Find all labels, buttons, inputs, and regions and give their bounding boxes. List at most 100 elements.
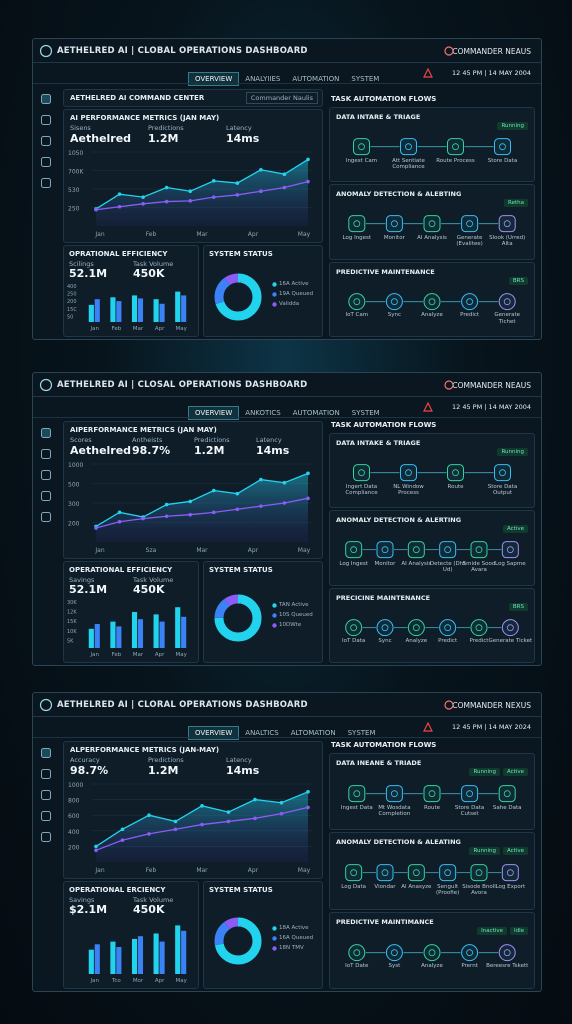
flow-node <box>423 292 441 310</box>
flows-title: TASK AUTOMATION FLOWS <box>331 95 437 103</box>
data-point <box>120 827 125 832</box>
header-divider <box>33 62 541 63</box>
status-badge: Running <box>497 122 528 130</box>
stat-label: Predictions <box>148 756 184 764</box>
flow-node-icon <box>412 869 420 877</box>
dropdown[interactable]: Commander Naulis <box>245 92 318 104</box>
x-axis-label: Apr <box>248 867 259 874</box>
commander-name[interactable]: COMMANDER NEAUS <box>452 381 531 390</box>
y-axis-label: 200 <box>67 299 77 305</box>
nav-tab[interactable]: SYSTEM <box>347 729 376 737</box>
nav-tab[interactable]: AUTOMATION <box>292 409 340 417</box>
header-divider <box>33 716 541 717</box>
nav-tab[interactable]: OVERVIEW <box>188 72 240 86</box>
flow-node-icon <box>475 869 483 877</box>
badges: Running Active <box>466 758 528 777</box>
flow-node-label: Monitor <box>383 234 405 241</box>
flow-card: ANOMALY DETECTION & ALEBTING Retha Log Ing… <box>329 184 535 260</box>
legend-label: 18A Active <box>279 925 309 931</box>
clock: 12 45 PM | 14 MAY 2024 <box>452 723 531 731</box>
data-point <box>188 189 193 194</box>
stat-label: Task Volume <box>133 896 174 904</box>
donut-segment <box>214 917 262 965</box>
nav-tab[interactable]: ANKOTICS <box>245 409 281 417</box>
legend-label: TAN Active <box>279 602 309 608</box>
bar <box>110 297 116 322</box>
commander-name[interactable]: COMMANDER NEAUS <box>452 47 531 56</box>
metrics-card: AIPERFORMANCE METRICS (JAN MAY) Scores Aet… <box>63 421 323 559</box>
x-axis-label: May <box>176 326 188 332</box>
badges: Retha <box>501 189 528 208</box>
flow-node <box>439 618 457 636</box>
legend-dot <box>272 292 277 297</box>
flow-graph <box>345 618 519 636</box>
flow-node-icon <box>444 546 452 554</box>
status-badge: BRS <box>508 276 528 285</box>
flow-graph <box>353 138 511 156</box>
donut <box>214 594 262 642</box>
bar <box>175 607 181 648</box>
line-chart: 1050 700K 530 250 Jan Feb Mar Apr May <box>68 150 312 238</box>
nav-tab[interactable]: ANALTICS <box>245 729 279 737</box>
flow-node <box>407 864 425 882</box>
bar <box>116 301 122 322</box>
commander-name[interactable]: COMMANDER NEXUS <box>452 701 531 710</box>
area <box>96 473 308 542</box>
metrics-card: ALPERFORMANCE METRICS (JAN-MAY) Accuracy 9… <box>63 741 323 879</box>
nav-tab[interactable]: SYSTEM <box>351 75 380 83</box>
flow-node-label: Smide Sood Avara <box>462 560 496 574</box>
data-point <box>200 822 204 827</box>
y-axis-label: 15C <box>67 307 77 313</box>
bar <box>159 621 165 648</box>
flow-node <box>407 618 425 636</box>
data-point <box>94 526 98 530</box>
status-title: SYSTEM STATUS <box>209 250 273 258</box>
y-axis-label: 200 <box>68 521 80 528</box>
flow-node-icon <box>452 143 459 151</box>
data-point <box>306 179 310 184</box>
flow-graph <box>345 864 519 882</box>
flow-node <box>348 292 366 310</box>
efficiency-card: OPRATIONAL EFFICIENCY Scilings 52.1M Task V… <box>63 245 199 337</box>
metrics-title: AI PERFORMANCE METRICS (JAN MAY) <box>70 114 220 122</box>
data-point <box>188 512 193 517</box>
nav-tab[interactable]: AUTOMATION <box>292 75 340 83</box>
stat-label: Latency <box>226 124 252 132</box>
x-axis-label: Tco <box>111 978 121 984</box>
stat-label: Latency <box>256 436 282 444</box>
flow-node <box>498 215 516 233</box>
flow-node-icon <box>428 220 436 228</box>
flow-node <box>501 864 519 882</box>
flow-node <box>376 618 394 636</box>
series-line <box>95 472 309 527</box>
sidebar-icon-shape <box>41 790 51 800</box>
data-point <box>164 185 169 190</box>
sidebar-icon-shape <box>41 491 51 501</box>
flow-node <box>385 943 403 961</box>
nav-tab[interactable]: OVERVIEW <box>188 726 240 740</box>
x-axis-label: Feb <box>112 326 122 332</box>
flow-node <box>447 138 464 156</box>
flow-node-label: Log Ingest <box>342 234 372 241</box>
data-point <box>235 491 240 496</box>
x-axis-label: Jan <box>94 231 104 238</box>
flow-node <box>345 618 363 636</box>
flow-node <box>470 864 488 882</box>
flow-node-label: Route Process <box>436 157 475 164</box>
flow-node-icon <box>499 469 506 477</box>
nav-tab[interactable]: SYSTEM <box>351 409 380 417</box>
nav-divider <box>33 83 541 84</box>
clock: 12 45 PM | 14 MAY 2004 <box>452 69 531 77</box>
flow-node-icon <box>353 790 361 798</box>
x-axis-label: Feb <box>112 652 122 658</box>
x-axis-label: Jan <box>94 547 104 554</box>
flow-graph <box>348 943 516 961</box>
sidebar-icon-shape <box>41 470 51 480</box>
nav-tab[interactable]: OVERVIEW <box>188 406 240 420</box>
flow-node-label: Generate Tichet <box>494 312 521 325</box>
nav-tab[interactable]: ALTOMATION <box>290 729 336 737</box>
nav-tab[interactable]: ANALYIIES <box>245 75 281 83</box>
legend-swatch <box>272 302 277 307</box>
flow-node <box>494 138 511 156</box>
flow-node-icon <box>391 948 398 956</box>
